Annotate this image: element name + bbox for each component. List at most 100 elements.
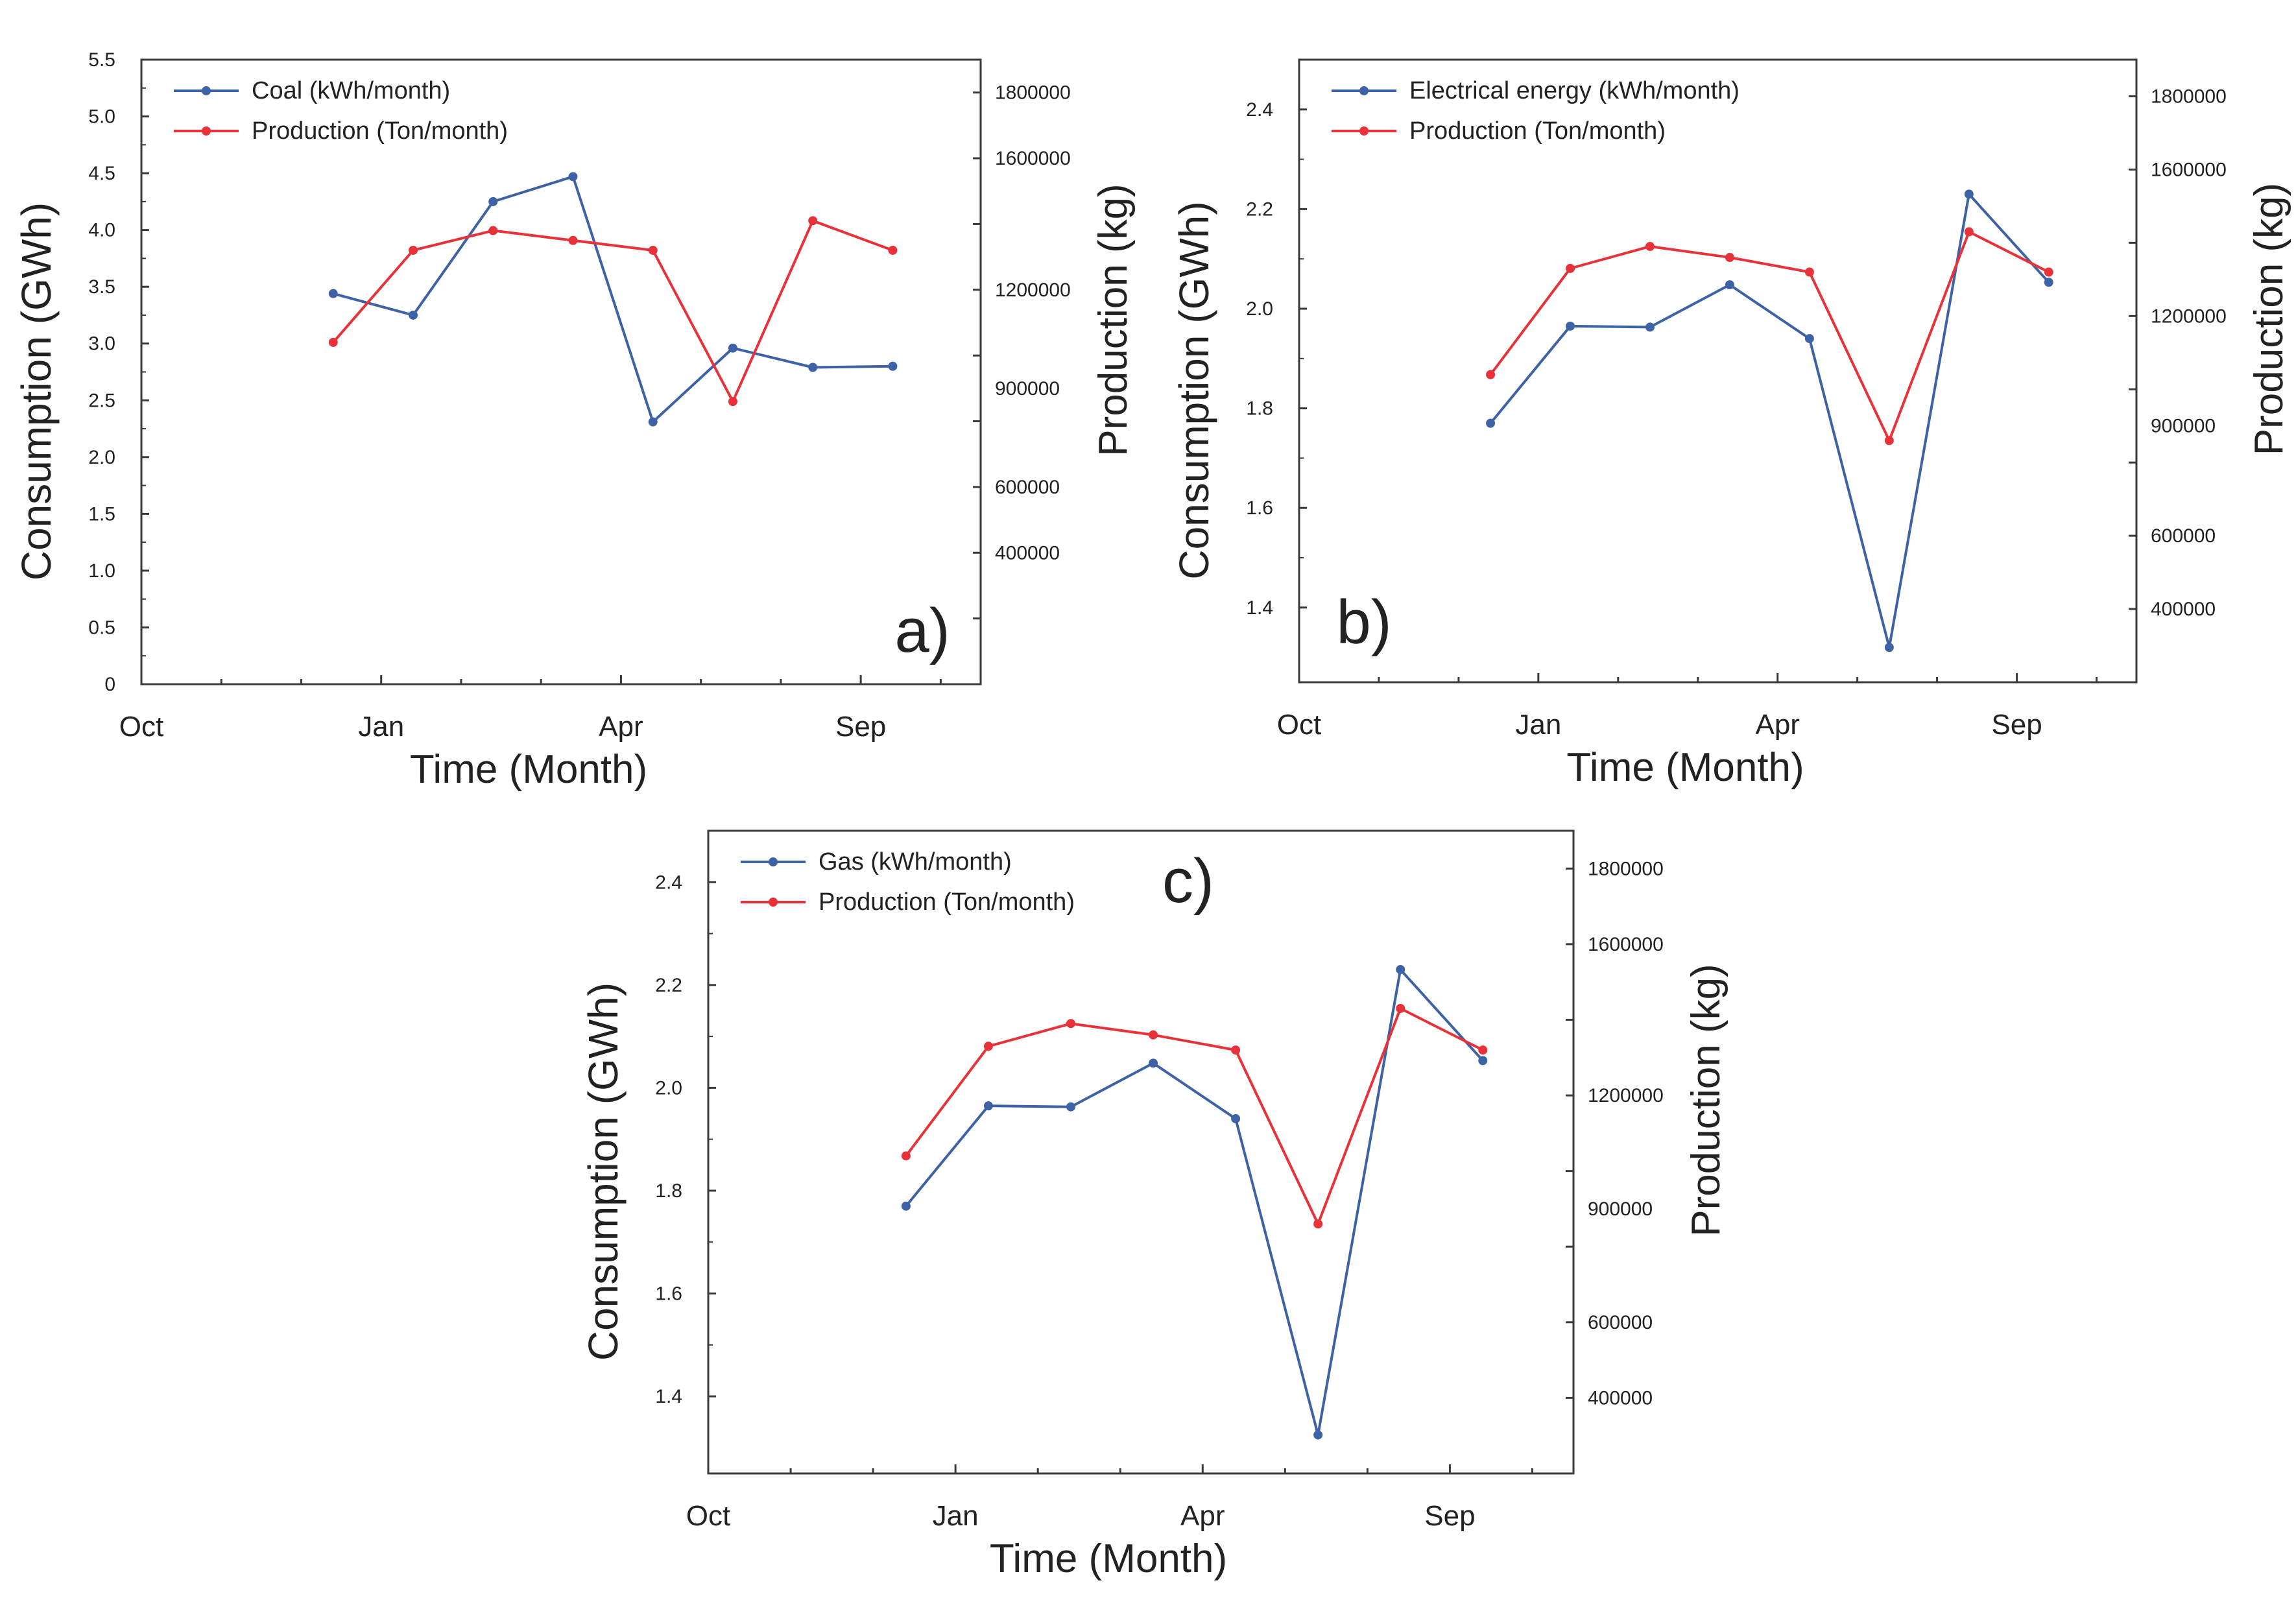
production-series-line (905, 1007, 1484, 1226)
production-data-point (1066, 1019, 1076, 1029)
y2-tick-label: 1200000 (2151, 305, 2227, 327)
x-axis-title: Time (Month) (990, 1536, 1227, 1581)
y-tick-label: 1.8 (1246, 398, 1273, 420)
production-data-point (728, 397, 737, 407)
x-tick-label: Apr (1180, 1500, 1225, 1532)
consumption-data-point (1804, 334, 1814, 344)
y2-tick-label: 1600000 (995, 148, 1071, 169)
production-data-point (2044, 267, 2053, 277)
y-tick-label: 3.0 (88, 333, 115, 355)
y2-tick-label: 1800000 (2151, 86, 2227, 107)
y-tick-label: 1.4 (655, 1386, 682, 1407)
production-data-point (1486, 370, 1496, 379)
production-data-point (1231, 1045, 1241, 1055)
x-axis-title: Time (Month) (410, 747, 647, 792)
x-tick-label: Oct (1277, 709, 1321, 741)
y-tick-label: 2.4 (1246, 99, 1273, 121)
y-tick-label: 2.0 (655, 1077, 682, 1099)
production-data-point (1645, 242, 1655, 251)
production-data-point (1804, 267, 1814, 277)
y2-tick-label: 1200000 (995, 280, 1071, 301)
production-data-point (1149, 1030, 1158, 1040)
consumption-data-point (888, 361, 898, 371)
y-tick-label: 2.4 (655, 872, 682, 893)
legend-marker (769, 898, 778, 907)
y-tick-label: 4.5 (88, 163, 115, 184)
x-tick-label: Jan (933, 1500, 979, 1532)
production-data-point (1313, 1219, 1323, 1229)
y2-tick-label: 600000 (995, 477, 1060, 498)
consumption-data-point (983, 1101, 993, 1111)
y-tick-label: 1.6 (1246, 497, 1273, 519)
chart-panel-c: 1.4 1.6 1.8 2.0 2.2 2.4 400000 600000 900000 1200… (580, 829, 1728, 1581)
panel-label: c) (1162, 846, 1214, 916)
production-data-point (1478, 1045, 1488, 1055)
production-data-point (1566, 263, 1575, 273)
legend-marker (202, 126, 211, 136)
legend-marker (1359, 126, 1369, 136)
consumption-series-line (1489, 193, 2050, 649)
production-series-line (332, 219, 894, 403)
legend-entry-label: Production (Ton/month) (819, 888, 1075, 916)
production-data-point (808, 216, 818, 226)
legend-marker (202, 86, 211, 95)
y-axis-title: Consumption (GWh) (580, 983, 627, 1361)
consumption-data-point (488, 197, 498, 206)
y2-tick-label: 1600000 (2151, 159, 2227, 180)
y-tick-label: 2.0 (1246, 298, 1273, 320)
y2-tick-label: 1800000 (1588, 858, 1664, 879)
y-tick-label: 0.5 (88, 617, 115, 638)
legend-entry-label: Electrical energy (kWh/month) (1409, 77, 1740, 104)
y2-tick-label: 900000 (995, 378, 1060, 399)
production-data-point (888, 245, 898, 255)
consumption-data-point (1066, 1102, 1076, 1112)
production-data-point (648, 245, 658, 255)
x-tick-label: Apr (1755, 709, 1799, 741)
consumption-data-point (1486, 418, 1496, 428)
consumption-data-point (808, 363, 818, 372)
y2-tick-label: 900000 (2151, 416, 2216, 437)
legend-entry-label: Production (Ton/month) (1409, 117, 1666, 145)
consumption-data-point (1964, 189, 1974, 199)
consumption-data-point (901, 1201, 911, 1211)
y-axis-title: Consumption (GWh) (13, 202, 60, 580)
consumption-data-point (2044, 278, 2053, 287)
legend-entry-label: Gas (kWh/month) (819, 848, 1012, 876)
y2-tick-label: 600000 (1588, 1312, 1653, 1333)
y-tick-label: 2.2 (655, 975, 682, 996)
x-tick-label: Sep (835, 711, 886, 743)
y2-tick-label: 1600000 (1588, 934, 1664, 955)
consumption-series-line (333, 175, 893, 423)
y-tick-label: 2.0 (88, 447, 115, 468)
y2-tick-label: 600000 (2151, 525, 2216, 547)
x-tick-label: Oct (119, 711, 163, 743)
consumption-data-point (648, 417, 658, 427)
panel-label: b) (1336, 588, 1391, 657)
consumption-data-point (328, 289, 338, 298)
x-tick-label: Jan (1515, 709, 1561, 741)
consumption-data-point (1645, 322, 1655, 332)
y-tick-label: 1.5 (88, 503, 115, 525)
legend-entry-label: Coal (kWh/month) (252, 77, 450, 104)
y2-axis-title: Production (kg) (2247, 183, 2291, 455)
production-data-point (1725, 252, 1734, 262)
y-tick-label: 4.0 (88, 220, 115, 241)
consumption-data-point (1566, 321, 1575, 331)
x-tick-label: Jan (358, 711, 404, 743)
production-data-point (568, 235, 578, 245)
y-tick-label: 5.5 (88, 49, 115, 71)
y2-axis-title: Production (kg) (1684, 964, 1728, 1236)
y-tick-label: 1.0 (88, 560, 115, 582)
chart-panel-b: 1.4 1.6 1.8 2.0 2.2 2.4 400000 600000 900000 1200… (1171, 58, 2291, 790)
x-tick-label: Sep (1991, 709, 2042, 741)
y2-tick-label: 400000 (1588, 1387, 1653, 1409)
legend-entry-label: Production (Ton/month) (252, 117, 508, 145)
x-tick-label: Sep (1424, 1500, 1475, 1532)
consumption-data-point (1231, 1114, 1241, 1123)
y-tick-label: 1.8 (655, 1180, 682, 1202)
y2-tick-label: 400000 (2151, 599, 2216, 620)
legend-marker (769, 857, 778, 866)
consumption-data-point (1313, 1430, 1323, 1440)
y2-axis-title: Production (kg) (1091, 184, 1136, 456)
plot-frame (1298, 58, 2138, 684)
